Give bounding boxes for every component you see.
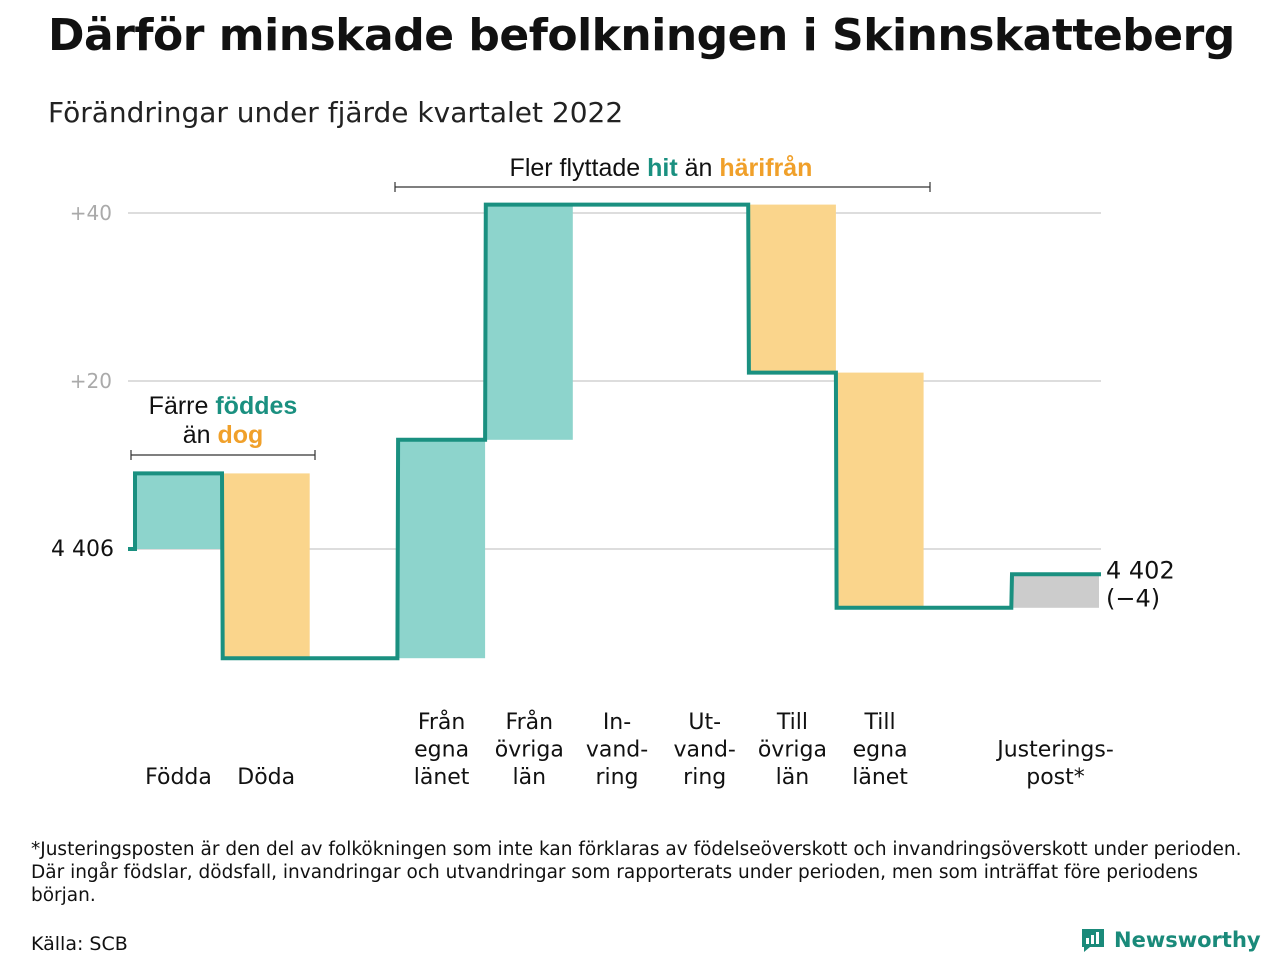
- x-label-7-line-2: län: [776, 765, 810, 790]
- bar-layer: [135, 204, 1099, 659]
- x-label-8-line-1: egna: [853, 738, 908, 763]
- x-label-7-line-1: övriga: [758, 738, 827, 763]
- x-label-10-line-0: Justerings-: [995, 738, 1114, 763]
- end-value-label: 4 402: [1106, 557, 1175, 585]
- source-label: Källa: SCB: [31, 933, 128, 955]
- x-label-3-line-2: länet: [414, 765, 470, 790]
- newsworthy-logo: Newsworthy: [1080, 927, 1261, 953]
- x-label-3-line-1: egna: [414, 738, 469, 763]
- moves-text-mid: än: [678, 154, 720, 182]
- x-label-10-line-1: post*: [1026, 765, 1085, 790]
- x-label-5-line-2: ring: [595, 765, 638, 790]
- x-label-6-line-0: Ut-: [688, 710, 721, 735]
- moves-annotation: Fler flyttade hit än härifrån: [510, 154, 813, 182]
- bar-3: [398, 439, 486, 659]
- x-label-1-line-0: Döda: [237, 765, 295, 790]
- x-label-3-line-0: Från: [418, 709, 466, 735]
- chart-subtitle: Förändringar under fjärde kvartalet 2022: [48, 96, 624, 129]
- x-label-6-line-2: ring: [683, 765, 726, 790]
- deaths-annotation-text: än: [183, 421, 218, 449]
- step-line-layer: [128, 202, 1101, 661]
- newsworthy-logo-icon: [1082, 929, 1104, 952]
- x-label-4-line-0: Från: [506, 709, 554, 735]
- x-label-7-line-0: Till: [776, 710, 808, 735]
- births-annotation-text: Färre: [149, 392, 216, 420]
- x-label-5-line-0: In-: [603, 710, 631, 735]
- x-label-4-line-1: övriga: [495, 738, 564, 763]
- moves-highlight-harifran: härifrån: [719, 154, 812, 182]
- step-line: [128, 202, 1101, 661]
- bar-10: [1012, 574, 1099, 608]
- x-label-8-line-2: länet: [852, 765, 908, 790]
- footnote: *Justeringsposten är den del av folkökni…: [31, 839, 1242, 906]
- bar-8: [836, 372, 924, 608]
- births-highlight: föddes: [215, 392, 297, 420]
- bar-4: [485, 204, 573, 440]
- x-label-4-line-2: län: [513, 765, 547, 790]
- x-label-0-line-0: Födda: [145, 765, 212, 790]
- x-label-6-line-1: vand-: [674, 738, 736, 763]
- chart-title: Därför minskade befolkningen i Skinnskat…: [48, 10, 1235, 61]
- end-change-label: (−4): [1106, 585, 1160, 613]
- births-annotation-line2: än dog: [183, 421, 264, 449]
- y-tick-label-1: +40: [70, 201, 112, 225]
- start-value-label: 4 406: [51, 537, 114, 562]
- moves-highlight-hit: hit: [647, 154, 678, 182]
- births-annotation-line1: Färre föddes: [149, 392, 298, 420]
- y-tick-label-0: +20: [70, 369, 112, 393]
- deaths-highlight: dog: [217, 421, 263, 449]
- x-label-5-line-1: vand-: [586, 738, 648, 763]
- x-label-8-line-0: Till: [864, 710, 896, 735]
- bar-1: [222, 473, 310, 659]
- moves-text-pre: Fler flyttade: [510, 154, 648, 182]
- logo-text: Newsworthy: [1114, 928, 1261, 952]
- bar-0: [135, 473, 222, 549]
- bar-7: [748, 204, 836, 373]
